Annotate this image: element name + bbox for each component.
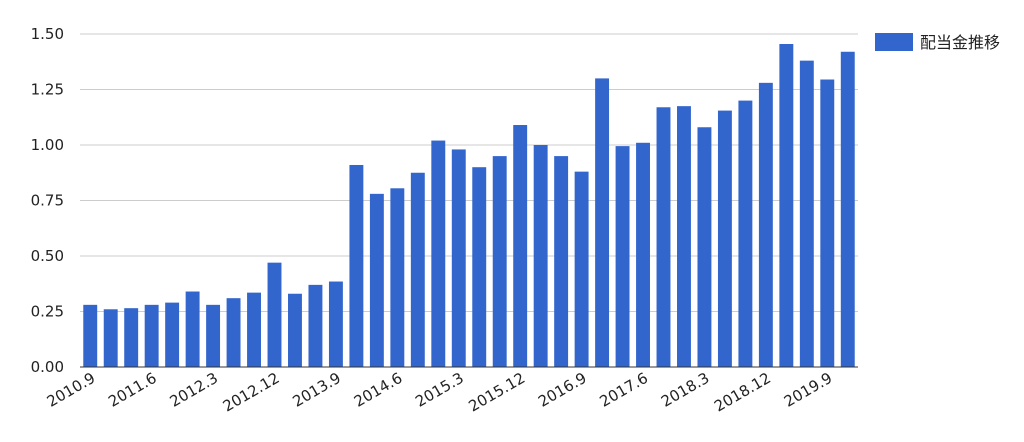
legend: 配当金推移 bbox=[875, 33, 1000, 52]
bar bbox=[758, 82, 773, 367]
bar bbox=[144, 304, 159, 367]
bar bbox=[165, 302, 180, 367]
bar bbox=[410, 172, 425, 367]
bar bbox=[677, 106, 691, 368]
bar bbox=[247, 292, 261, 367]
bar bbox=[226, 298, 241, 367]
bar bbox=[820, 79, 835, 367]
bar bbox=[574, 171, 589, 367]
y-tick-label: 0.00 bbox=[31, 358, 64, 376]
x-tick-label: 2019.9 bbox=[781, 369, 835, 411]
y-tick-label: 0.25 bbox=[31, 303, 64, 321]
y-tick-label: 1.00 bbox=[31, 136, 64, 154]
bar bbox=[717, 110, 732, 367]
bar bbox=[206, 304, 221, 367]
bar bbox=[308, 284, 323, 367]
x-tick-label: 2013.9 bbox=[289, 369, 343, 411]
bar bbox=[697, 127, 712, 368]
legend-label: 配当金推移 bbox=[920, 33, 1000, 52]
x-tick-label: 2014.6 bbox=[351, 369, 405, 411]
y-axis-ticks: 0.00 0.25 0.50 0.75 1.00 1.25 1.50 bbox=[31, 25, 64, 376]
x-tick-label: 2017.6 bbox=[597, 369, 651, 411]
bar bbox=[533, 145, 548, 367]
legend-swatch bbox=[875, 33, 913, 51]
bar bbox=[267, 262, 282, 367]
bar bbox=[656, 107, 671, 367]
bar bbox=[83, 304, 98, 367]
bar-series bbox=[83, 43, 855, 368]
bar bbox=[492, 156, 507, 367]
bar bbox=[390, 188, 405, 367]
bar bbox=[513, 125, 528, 368]
bar bbox=[799, 60, 814, 367]
y-tick-label: 0.75 bbox=[31, 192, 64, 210]
bar bbox=[124, 308, 139, 367]
x-tick-label: 2012.12 bbox=[220, 369, 283, 416]
bar bbox=[595, 78, 610, 368]
bar bbox=[738, 100, 753, 367]
bar bbox=[554, 156, 569, 367]
y-tick-label: 0.50 bbox=[31, 247, 64, 265]
x-tick-label: 2018.3 bbox=[658, 369, 712, 411]
x-tick-label: 2016.9 bbox=[535, 369, 589, 411]
y-tick-label: 1.50 bbox=[31, 25, 64, 43]
bar bbox=[636, 142, 650, 367]
x-tick-label: 2018.12 bbox=[711, 369, 774, 416]
x-tick-label: 2015.12 bbox=[465, 369, 528, 416]
x-tick-label: 2011.6 bbox=[105, 369, 159, 411]
bar bbox=[288, 293, 302, 367]
y-tick-label: 1.25 bbox=[31, 81, 64, 99]
bar bbox=[328, 281, 343, 367]
bar bbox=[615, 146, 630, 367]
bar bbox=[779, 43, 794, 368]
bar bbox=[103, 309, 118, 367]
bar bbox=[840, 51, 855, 367]
bar bbox=[451, 149, 466, 367]
x-tick-label: 2015.3 bbox=[412, 369, 466, 411]
bar bbox=[349, 164, 364, 367]
x-tick-label: 2012.3 bbox=[167, 369, 221, 411]
bar bbox=[472, 167, 487, 367]
bar bbox=[369, 193, 384, 367]
bar bbox=[185, 291, 200, 367]
bar bbox=[431, 140, 446, 367]
